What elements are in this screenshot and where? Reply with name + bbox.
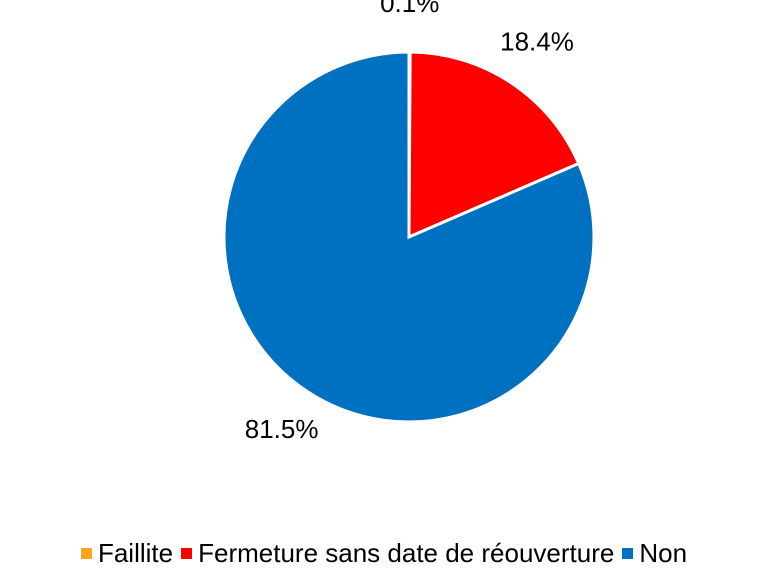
legend-swatch xyxy=(80,547,92,559)
data-label: 18.4% xyxy=(500,26,574,56)
legend-item: Faillite xyxy=(80,537,174,569)
legend-swatch xyxy=(181,547,193,559)
legend-swatch xyxy=(622,547,634,559)
chart: 0.1% 18.4% 81.5% xyxy=(222,0,596,444)
pie-slice xyxy=(222,50,596,424)
legend: Faillite Fermeture sans date de réouvertu… xyxy=(0,537,768,569)
legend-label: Faillite xyxy=(97,537,174,568)
legend-label: Fermeture sans date de réouverture xyxy=(198,537,615,568)
legend-item: Non xyxy=(622,538,687,569)
data-label: 81.5% xyxy=(245,414,319,444)
legend-item: Fermeture sans date de réouverture xyxy=(181,538,614,569)
data-label: 0.1% xyxy=(380,0,439,18)
legend-label: Non xyxy=(639,537,688,568)
pie-slice xyxy=(407,50,581,240)
